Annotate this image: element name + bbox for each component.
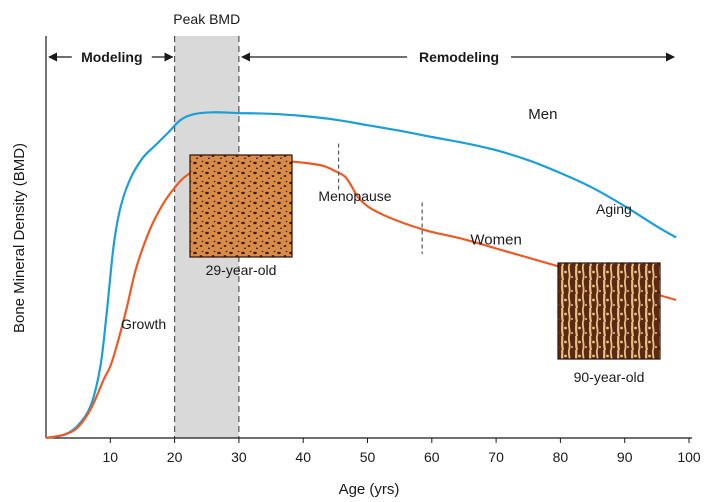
old-bone-image [557,262,661,360]
phase-label: Modeling [81,49,142,65]
x-tick-label: 70 [488,449,504,465]
x-tick-label: 90 [617,449,633,465]
men-curve [45,111,677,440]
x-tick-label: 20 [167,449,183,465]
young-bone-caption: 29-year-old [206,262,277,278]
women-series-label: Women [470,231,521,248]
x-tick-label: 80 [553,449,569,465]
x-tick-label: 40 [295,449,311,465]
men-series-label: Men [528,106,557,123]
women-curve [45,158,677,440]
growth-label: Growth [121,316,166,332]
old-bone-caption: 90-year-old [574,369,645,385]
young-bone-image [189,154,293,258]
menopause-label: Menopause [318,188,391,204]
x-axis-label: Age (yrs) [339,481,400,498]
x-tick-label: 10 [103,449,119,465]
x-tick-group: 10 20 30 40 50 60 70 80 90 100 [103,438,701,465]
phase-label: Remodeling [419,49,499,65]
x-tick-label: 50 [360,449,376,465]
y-axis-label: Bone Mineral Density (BMD) [11,143,28,333]
peak-bmd-label: Peak BMD [173,11,240,27]
x-tick-label: 60 [424,449,440,465]
x-tick-label: 30 [231,449,247,465]
phase-annotations: Modeling Remodeling [48,49,676,65]
x-tick-label: 100 [677,449,701,465]
aging-label: Aging [596,201,632,217]
